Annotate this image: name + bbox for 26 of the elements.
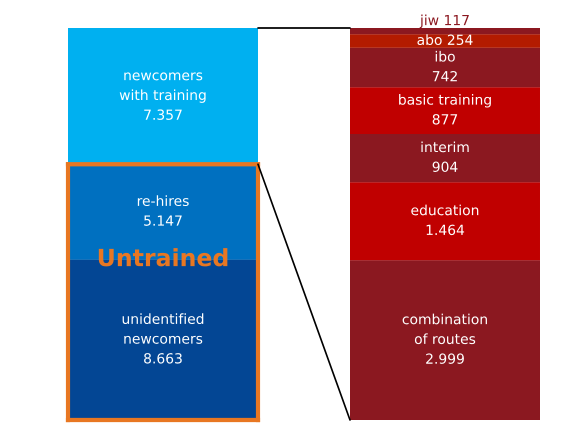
series-label: basic training [399,94,491,108]
bar [350,260,540,420]
series-label: re-hires [138,195,189,206]
series-label: combination of routes [402,314,487,344]
bar [350,48,540,88]
data-label: 7.357 [144,109,182,120]
data-label: 2.999 [426,353,464,364]
series-label: education [411,204,478,216]
bar [350,34,540,48]
data-label: 5.147 [144,216,182,226]
series-label: interim [421,142,469,152]
bar [350,87,540,134]
bar [350,182,540,260]
bar [350,28,540,34]
data-label: 8.663 [144,353,182,364]
series-label: ibo [436,50,455,62]
bar [350,134,540,182]
series-label: newcomers with training [120,72,206,103]
data-label: 904 [432,162,458,172]
text: abo 254 [417,34,473,46]
data-label: 877 [432,114,458,125]
data-label: 742 [432,70,457,82]
series-label: unidentified newcomers [122,313,204,344]
annotation: Untrained [98,248,228,266]
data-label: 1.464 [426,224,464,236]
text: jiw 117 [420,14,469,28]
